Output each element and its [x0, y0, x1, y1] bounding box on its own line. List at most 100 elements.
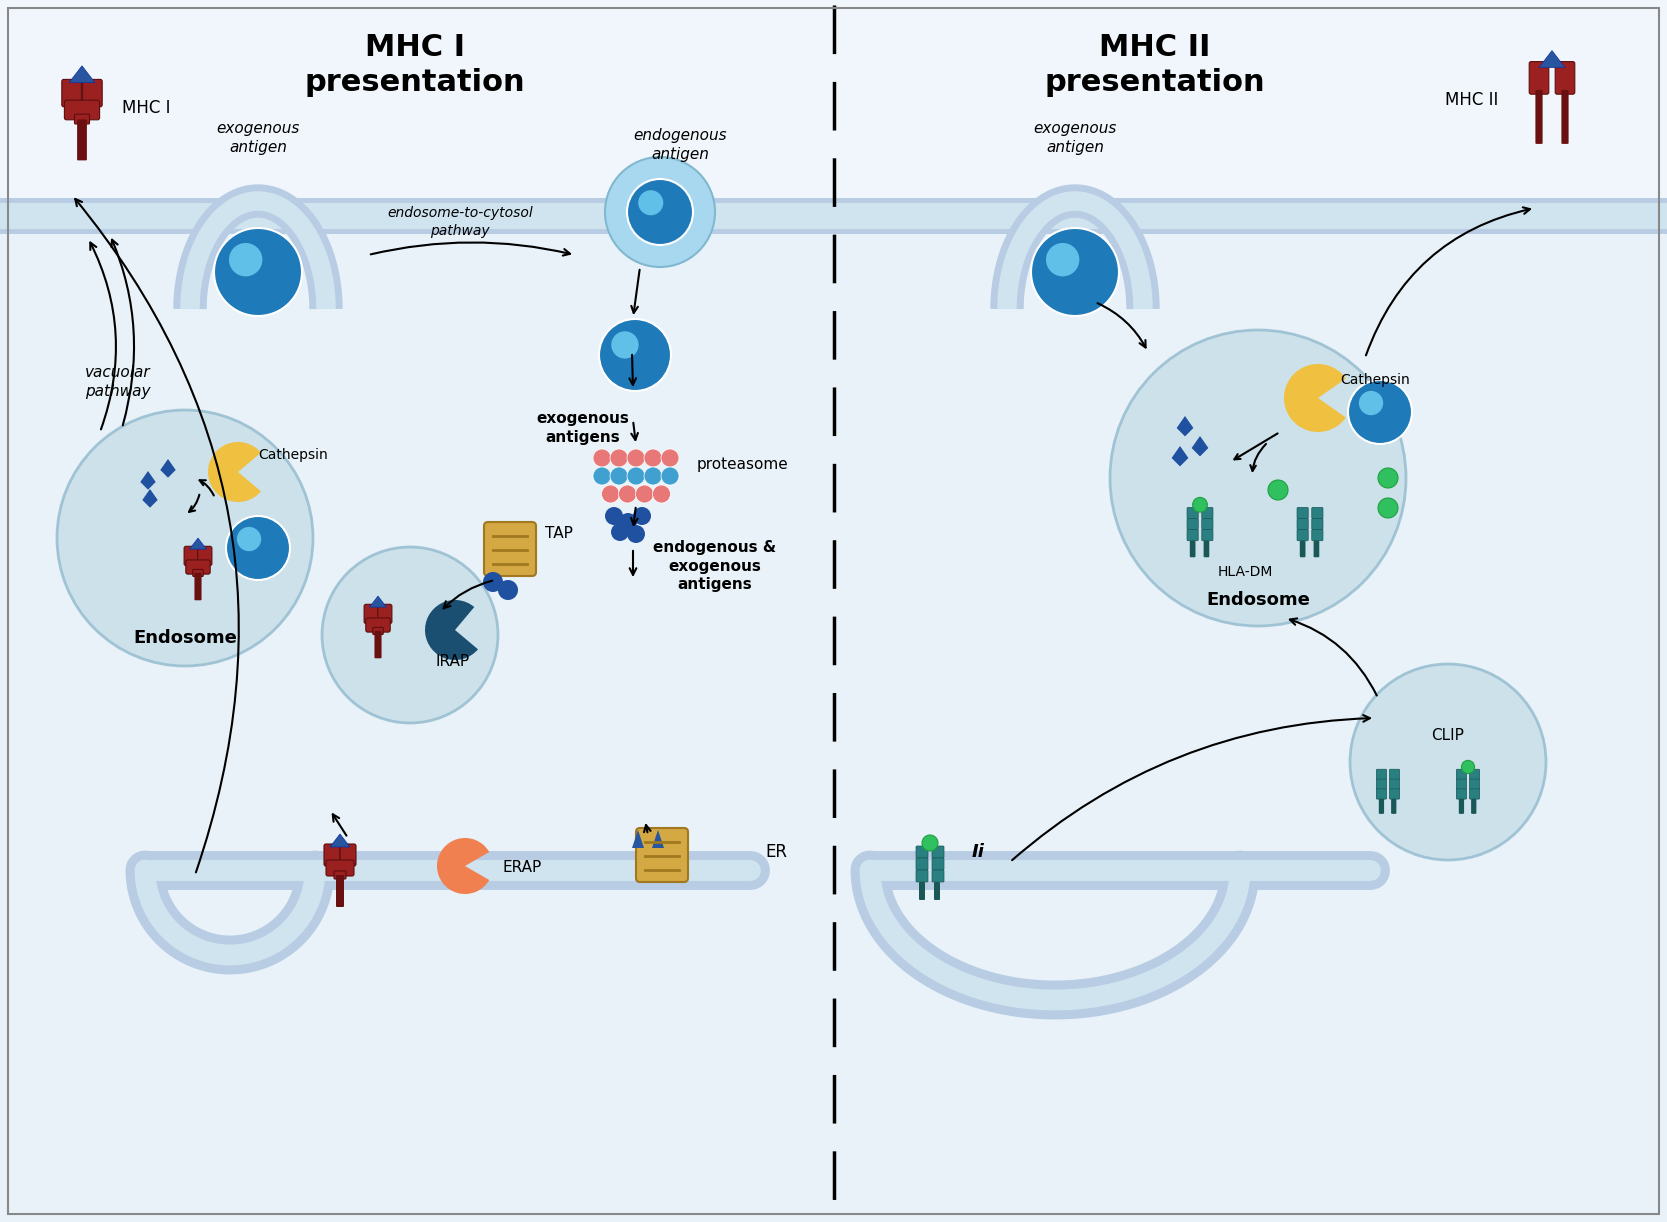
FancyBboxPatch shape [1390, 799, 1397, 814]
Text: ERAP: ERAP [502, 860, 542, 875]
FancyBboxPatch shape [1457, 780, 1467, 789]
Polygon shape [1192, 436, 1209, 456]
Circle shape [1349, 380, 1412, 444]
Circle shape [1359, 391, 1384, 415]
Bar [0, 203, 1667, 229]
Text: TAP: TAP [545, 527, 573, 541]
FancyBboxPatch shape [1202, 529, 1214, 540]
FancyBboxPatch shape [1187, 518, 1199, 529]
FancyBboxPatch shape [183, 546, 198, 566]
Text: proteasome: proteasome [697, 457, 788, 473]
FancyBboxPatch shape [932, 870, 944, 882]
Text: endosome-to-cytosol
pathway: endosome-to-cytosol pathway [387, 207, 533, 237]
Text: HLA-DM: HLA-DM [1217, 565, 1272, 579]
FancyBboxPatch shape [1187, 507, 1199, 518]
FancyBboxPatch shape [932, 846, 944, 858]
Text: MHC II
presentation: MHC II presentation [1045, 33, 1265, 98]
Circle shape [633, 507, 652, 525]
Text: Endosome: Endosome [133, 629, 237, 646]
FancyBboxPatch shape [1379, 799, 1384, 814]
Circle shape [1192, 497, 1207, 512]
FancyBboxPatch shape [1377, 789, 1387, 799]
FancyBboxPatch shape [65, 100, 100, 120]
FancyBboxPatch shape [915, 858, 929, 870]
FancyBboxPatch shape [195, 573, 202, 600]
FancyBboxPatch shape [1535, 90, 1542, 144]
FancyBboxPatch shape [83, 79, 102, 106]
Polygon shape [632, 830, 643, 848]
FancyBboxPatch shape [483, 522, 537, 576]
FancyBboxPatch shape [333, 871, 347, 879]
Circle shape [627, 525, 645, 543]
Circle shape [610, 467, 628, 485]
Polygon shape [1539, 50, 1565, 67]
Circle shape [612, 331, 638, 358]
Circle shape [322, 547, 498, 723]
Polygon shape [68, 66, 95, 83]
FancyBboxPatch shape [1187, 529, 1199, 540]
FancyBboxPatch shape [1300, 540, 1305, 557]
FancyBboxPatch shape [1312, 529, 1324, 540]
Circle shape [213, 229, 302, 316]
Wedge shape [208, 442, 262, 502]
Bar [0, 198, 1667, 233]
Circle shape [662, 467, 678, 485]
Text: Cathepsin: Cathepsin [1340, 373, 1410, 387]
FancyBboxPatch shape [1457, 789, 1467, 799]
Circle shape [602, 485, 620, 503]
FancyBboxPatch shape [1469, 789, 1480, 799]
Polygon shape [190, 538, 207, 549]
Circle shape [227, 516, 290, 580]
FancyBboxPatch shape [1555, 61, 1575, 94]
Circle shape [1379, 499, 1399, 518]
FancyBboxPatch shape [934, 882, 940, 899]
FancyBboxPatch shape [1529, 61, 1549, 94]
Text: IRAP: IRAP [437, 655, 470, 670]
FancyBboxPatch shape [1190, 540, 1195, 557]
Text: Endosome: Endosome [1205, 591, 1310, 609]
FancyBboxPatch shape [75, 114, 90, 123]
FancyBboxPatch shape [1202, 518, 1214, 529]
Polygon shape [1177, 415, 1194, 436]
FancyBboxPatch shape [1562, 90, 1569, 144]
FancyBboxPatch shape [1312, 518, 1324, 529]
FancyBboxPatch shape [1390, 789, 1400, 799]
FancyBboxPatch shape [363, 605, 378, 623]
Circle shape [1269, 480, 1289, 500]
Circle shape [618, 485, 637, 503]
FancyBboxPatch shape [1312, 507, 1324, 518]
FancyBboxPatch shape [1314, 540, 1319, 557]
Text: MHC II: MHC II [1445, 90, 1499, 109]
Circle shape [605, 156, 715, 266]
FancyBboxPatch shape [185, 560, 210, 574]
Text: exogenous
antigens: exogenous antigens [537, 411, 630, 445]
FancyBboxPatch shape [1469, 769, 1480, 780]
Polygon shape [330, 833, 350, 847]
FancyBboxPatch shape [1204, 540, 1209, 557]
FancyBboxPatch shape [62, 79, 82, 106]
Circle shape [612, 523, 628, 541]
Circle shape [1462, 760, 1475, 774]
FancyBboxPatch shape [378, 605, 392, 623]
FancyBboxPatch shape [193, 569, 203, 577]
FancyBboxPatch shape [1297, 518, 1309, 529]
Circle shape [662, 448, 678, 467]
Polygon shape [160, 459, 175, 478]
FancyBboxPatch shape [1297, 529, 1309, 540]
FancyBboxPatch shape [1377, 780, 1387, 789]
FancyBboxPatch shape [919, 882, 925, 899]
Text: MHC I: MHC I [122, 99, 170, 117]
Wedge shape [437, 838, 488, 895]
Polygon shape [370, 596, 387, 607]
Polygon shape [652, 830, 663, 848]
Text: exogenous
antigen: exogenous antigen [217, 121, 300, 155]
Circle shape [618, 513, 637, 532]
Circle shape [1030, 229, 1119, 316]
Circle shape [627, 178, 693, 244]
Polygon shape [1172, 446, 1189, 467]
Circle shape [1379, 468, 1399, 488]
FancyBboxPatch shape [1457, 769, 1467, 780]
Circle shape [483, 572, 503, 591]
Circle shape [1110, 330, 1405, 626]
Text: CLIP: CLIP [1432, 727, 1464, 743]
